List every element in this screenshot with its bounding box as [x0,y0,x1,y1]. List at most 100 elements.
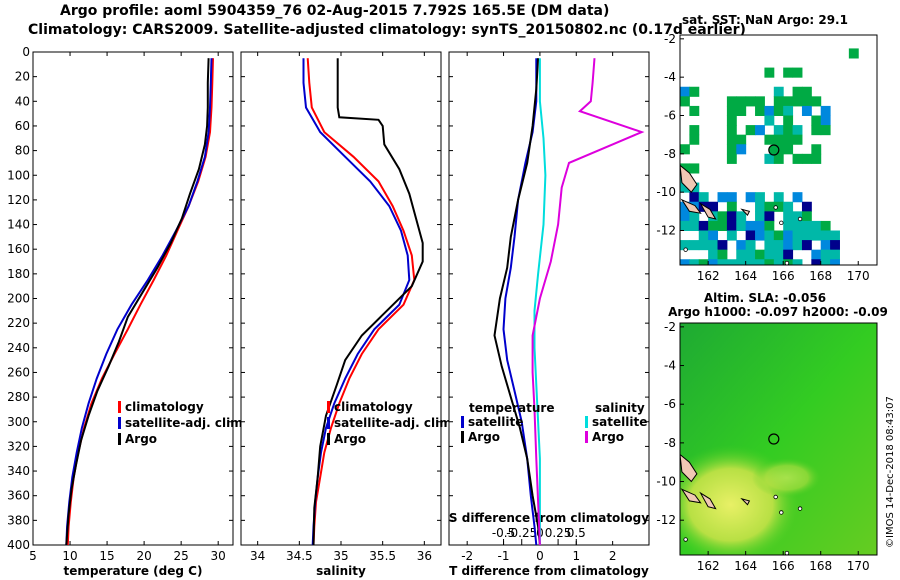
sst-cell [736,105,747,116]
y-tick-label: 100 [7,168,30,182]
x-tick-label: 164 [734,559,757,573]
land-islet [779,220,784,226]
sst-cell [811,96,822,107]
sst-cell [792,96,803,107]
sst-cell [830,249,840,260]
sst-cell [783,230,794,241]
land-islet [797,506,803,511]
sst-cell [689,220,700,231]
sst-cell [745,96,756,107]
y-tick-label: 340 [7,464,30,478]
sst-cell [764,211,775,222]
argo-position-marker [768,433,780,445]
y-tick-label: 200 [7,292,30,306]
y-tick-label: -4 [664,359,676,373]
sla-map-title: Altim. SLA: -0.056 [704,291,826,305]
sst-cell [708,259,719,265]
sst-cell [736,211,747,222]
y-tick-label: -10 [656,475,676,489]
sst-cell [811,259,822,265]
sst-cell [755,220,765,231]
sst-cell [764,153,775,164]
sst-cell [689,211,700,222]
sst-cell [783,240,794,251]
sst-cell [726,125,737,136]
sst-cell [792,86,803,97]
sst-cell [848,48,859,59]
sst-cell [698,240,709,251]
sst-cell [801,230,812,241]
sst-cell [726,192,737,203]
x-tick-label: 34.5 [286,549,313,563]
sst-cell [792,240,803,251]
land-island [740,497,751,506]
sst-cell [708,201,719,212]
sst-cell [764,259,775,265]
sst-cell [717,192,728,203]
x-tick-label: 35.5 [369,549,396,563]
sst-cell [755,230,765,241]
sst-cell [708,249,719,260]
sst-cell [755,125,765,136]
sst-cell [764,115,775,126]
y-tick-label: 300 [7,415,30,429]
sst-cell [745,259,756,265]
sst-cell [773,96,784,107]
sst-cell [811,230,822,241]
plot-frame-temperature [32,51,234,546]
y-tick-label: -6 [664,109,676,123]
y-tick-label: 360 [7,489,30,503]
sst-cell [801,105,812,116]
land-islet [683,537,688,542]
sst-cell [726,144,737,155]
sst-cell [708,240,719,251]
sst-cell [680,220,690,231]
figure-title-line2: Climatology: CARS2009. Satellite-adjuste… [28,22,746,38]
series-line-climatology [306,58,416,546]
y-tick-label: -4 [664,70,676,84]
land-island [680,488,702,504]
panel-difference: -2 -1 0 1 2T difference from climatology -0.5… [448,51,650,578]
x-axis-label: T difference from climatology [449,564,649,578]
x-tick-label: -2 [461,549,473,563]
map-frame [679,322,878,556]
sst-cell [745,230,756,241]
top-axis-label: S difference from climatology [449,511,649,525]
x-tick-label: 25 [174,549,189,563]
y-tick-label: 240 [7,341,30,355]
sst-cell [717,240,728,251]
sst-cell [680,96,690,107]
land-island [740,208,751,217]
sst-cell [680,201,690,212]
figure-title-line1: Argo profile: aoml 5904359_76 02-Aug-201… [60,3,610,19]
x-tick-label: 5 [29,549,37,563]
sst-cell [792,211,803,222]
legend-swatch [461,416,464,428]
sst-cell [755,96,765,107]
sst-cell [783,201,794,212]
sst-cell [689,105,700,116]
sst-cell [755,192,765,203]
y-tick-label: 140 [7,218,30,232]
sst-cell [689,134,700,145]
y-tick-label: 60 [15,119,30,133]
sst-cell [736,96,747,107]
sst-cell [689,192,700,203]
sst-cell [811,144,822,155]
sst-cell [689,259,700,265]
sst-cell [745,192,756,203]
sst-cell [801,240,812,251]
land-island [699,491,717,510]
sst-cell [736,240,747,251]
sst-cell [792,67,803,78]
sst-cell [736,249,747,260]
sst-cell [783,144,794,155]
land-islet [683,247,688,252]
x-tick-label: 170 [847,269,870,283]
sst-cell [792,220,803,231]
sst-cell [726,230,737,241]
sst-cell [764,220,775,231]
legend-entry: climatology [125,400,204,414]
sst-cell [680,182,690,193]
argo-position-marker [768,144,780,156]
